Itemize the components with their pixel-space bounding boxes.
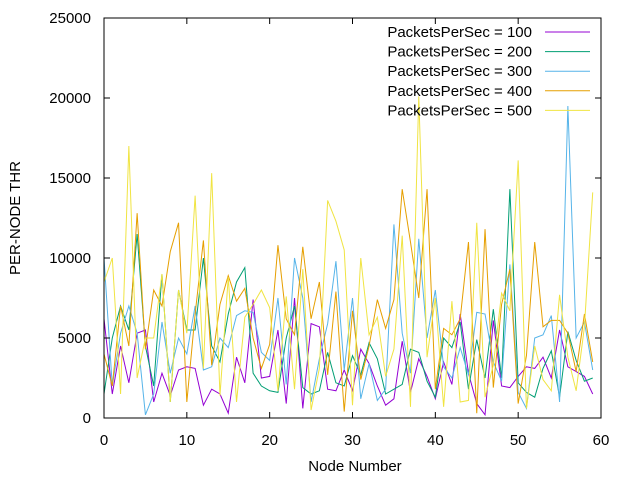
y-axis-title: PER-NODE THR bbox=[7, 161, 24, 275]
y-tick-label: 15000 bbox=[49, 170, 91, 187]
x-tick-label: 40 bbox=[427, 432, 444, 449]
y-tick-label: 10000 bbox=[49, 250, 91, 267]
y-tick-label: 5000 bbox=[58, 330, 91, 347]
series-line-5 bbox=[103, 96, 594, 411]
x-axis-title: Node Number bbox=[308, 458, 401, 475]
x-tick-label: 50 bbox=[510, 432, 527, 449]
x-tick-label: 20 bbox=[261, 432, 278, 449]
x-axis: 0 10 20 30 40 50 60 bbox=[100, 18, 610, 449]
x-tick-label: 30 bbox=[344, 432, 361, 449]
legend: PacketsPerSec = 100 PacketsPerSec = 200 Pa… bbox=[387, 24, 590, 119]
series-line-3 bbox=[103, 105, 594, 415]
legend-label-2: PacketsPerSec = 200 bbox=[387, 44, 532, 61]
plot-lines bbox=[103, 96, 594, 417]
legend-label-5: PacketsPerSec = 500 bbox=[387, 102, 532, 119]
y-axis: 0 5000 10000 15000 20000 25000 bbox=[49, 10, 601, 427]
x-tick-label: 0 bbox=[100, 432, 108, 449]
series-line-2 bbox=[103, 189, 593, 403]
legend-label-1: PacketsPerSec = 100 bbox=[387, 24, 532, 41]
y-tick-label: 20000 bbox=[49, 90, 91, 107]
y-tick-label: 0 bbox=[83, 410, 91, 427]
legend-label-3: PacketsPerSec = 300 bbox=[387, 63, 532, 80]
legend-label-4: PacketsPerSec = 400 bbox=[387, 83, 532, 100]
y-tick-label: 25000 bbox=[49, 10, 91, 27]
x-tick-label: 10 bbox=[178, 432, 195, 449]
x-tick-label: 60 bbox=[593, 432, 610, 449]
